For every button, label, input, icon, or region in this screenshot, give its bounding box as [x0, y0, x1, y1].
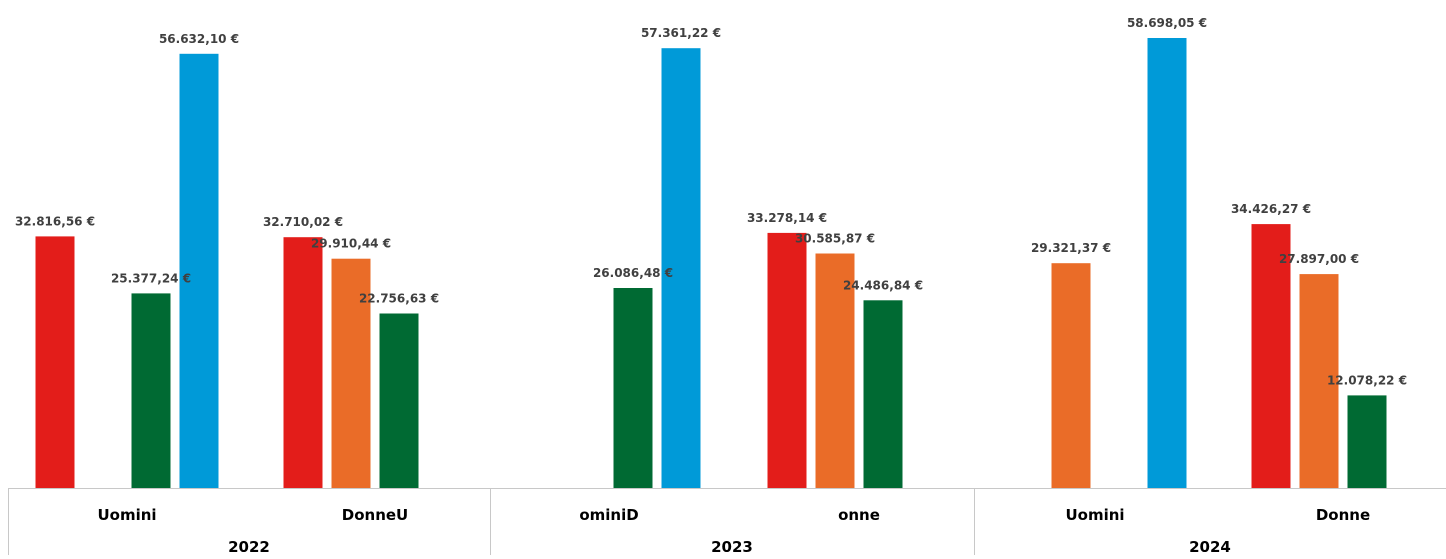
axis-layer: Uomini DonneU 2022 ominiD onne 2023 Uomini Donn… [8, 488, 1446, 556]
bar-2024-first-blue [1147, 38, 1187, 488]
category-label: Donne [1316, 506, 1370, 524]
data-label-2023-second-red: 33.278,14 € [747, 211, 827, 225]
category-label: ominiD [579, 506, 638, 524]
year-label-2023: 2023 [711, 538, 753, 555]
bar-2023-second-green [863, 300, 903, 488]
bar-2023-second-red [767, 232, 807, 488]
data-label-2023-first-green: 26.086,48 € [593, 266, 673, 280]
category-label: Uomini [1065, 506, 1124, 524]
category-label: onne [838, 506, 880, 524]
category-label: Uomini [97, 506, 156, 524]
bar-2022-first-blue [179, 53, 219, 489]
data-label-2024-second-red: 34.426,27 € [1231, 202, 1311, 216]
data-label-2022-first-blue: 56.632,10 € [159, 32, 239, 46]
data-label-2024-first-orange: 29.321,37 € [1031, 241, 1111, 255]
bar-2022-first-red [35, 236, 75, 488]
data-label-2024-second-green: 12.078,22 € [1327, 373, 1407, 387]
data-label-2023-second-green: 24.486,84 € [843, 278, 923, 292]
data-label-2022-second-red: 32.710,02 € [263, 215, 343, 229]
bar-2023-first-green [613, 288, 653, 488]
labels-layer: 32.816,56 € 25.377,24 € 56.632,10 € 32.710,… [15, 16, 1407, 387]
category-label: DonneU [342, 506, 408, 524]
data-label-2022-second-green: 22.756,63 € [359, 292, 439, 306]
bar-2024-first-orange [1051, 263, 1091, 488]
bar-2024-second-green [1347, 395, 1387, 488]
bars-layer [35, 38, 1387, 489]
year-label-2024: 2024 [1189, 538, 1231, 555]
bar-2023-second-orange [815, 253, 855, 488]
data-label-2024-first-blue: 58.698,05 € [1127, 16, 1207, 30]
data-label-2022-first-green: 25.377,24 € [111, 271, 191, 285]
bar-2024-second-red [1251, 224, 1291, 488]
bar-2022-second-orange [331, 258, 371, 488]
bar-2022-second-red [283, 237, 323, 488]
bar-2024-second-orange [1299, 274, 1339, 488]
bar-2022-second-green [379, 313, 419, 488]
year-label-2022: 2022 [228, 538, 270, 555]
data-label-2023-first-blue: 57.361,22 € [641, 26, 721, 40]
data-label-2023-second-orange: 30.585,87 € [795, 232, 875, 246]
data-label-2024-second-orange: 27.897,00 € [1279, 252, 1359, 266]
bar-2023-first-blue [661, 48, 701, 488]
bar-2022-first-green [131, 293, 171, 488]
data-label-2022-second-orange: 29.910,44 € [311, 237, 391, 251]
data-label-2022-first-red: 32.816,56 € [15, 214, 95, 228]
